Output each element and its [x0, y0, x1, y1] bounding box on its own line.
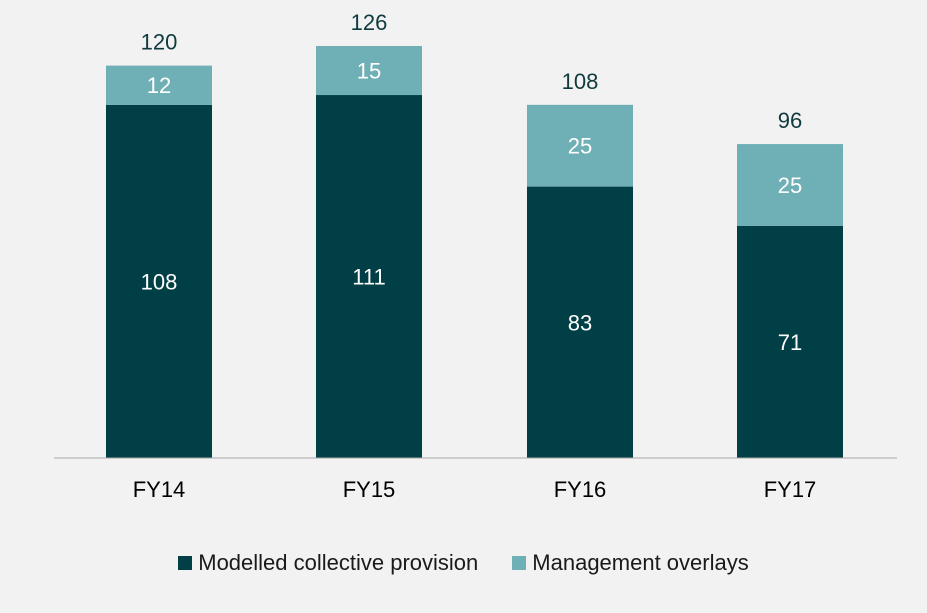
- legend-item-overlays: Management overlays: [512, 550, 749, 576]
- bar-overlays-fy15: [316, 45, 422, 96]
- legend-swatch-modelled: [178, 556, 193, 570]
- x-tick-label-fy16: FY16: [554, 477, 607, 502]
- data-label-overlays-fy17: 25: [778, 173, 802, 198]
- bar-modelled-fy16: [527, 186, 633, 458]
- data-label-modelled-fy15: 111: [352, 265, 385, 290]
- data-label-overlays-fy15: 15: [357, 59, 381, 84]
- data-label-modelled-fy17: 71: [778, 330, 802, 355]
- bar-modelled-fy17: [737, 225, 843, 458]
- bar-overlays-fy16: [527, 104, 633, 187]
- x-tick-label-fy15: FY15: [343, 477, 396, 502]
- data-label-modelled-fy16: 83: [568, 310, 592, 335]
- legend-label-overlays: Management overlays: [532, 550, 749, 575]
- legend-swatch-overlays: [512, 556, 527, 570]
- legend: Modelled collective provision Management…: [0, 550, 927, 576]
- data-label-overlays-fy16: 25: [568, 134, 592, 159]
- total-label-fy16: 108: [562, 69, 599, 94]
- bar-overlays-fy14: [106, 65, 212, 105]
- legend-item-modelled: Modelled collective provision: [178, 550, 478, 576]
- total-label-fy17: 96: [778, 108, 802, 133]
- x-tick-label-fy14: FY14: [133, 477, 186, 502]
- data-label-modelled-fy14: 108: [141, 269, 178, 294]
- legend-label-modelled: Modelled collective provision: [198, 550, 479, 575]
- bar-modelled-fy15: [316, 95, 422, 458]
- x-tick-label-fy17: FY17: [764, 477, 817, 502]
- total-label-fy15: 126: [351, 10, 388, 35]
- bar-modelled-fy14: [106, 104, 212, 458]
- data-label-overlays-fy14: 12: [147, 73, 171, 98]
- total-label-fy14: 120: [141, 30, 178, 55]
- bar-overlays-fy17: [737, 144, 843, 226]
